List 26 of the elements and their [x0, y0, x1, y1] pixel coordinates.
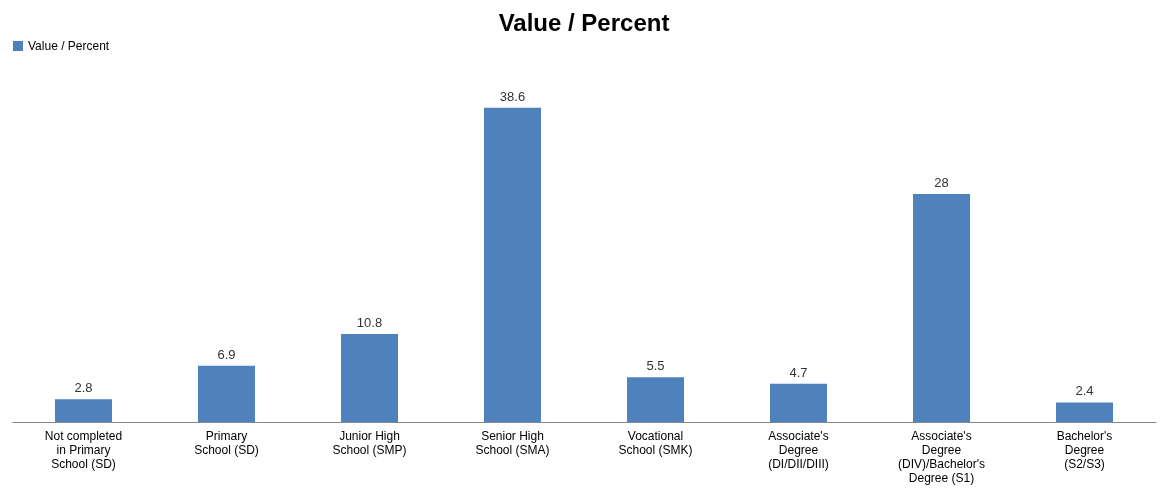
data-label: 2.4 — [1075, 383, 1094, 399]
bar — [770, 383, 827, 422]
data-label: 4.7 — [789, 364, 808, 380]
x-tick-label: Vocational School (SMK) — [618, 428, 693, 457]
data-label: 38.6 — [499, 88, 526, 104]
bar — [484, 107, 541, 422]
bar — [627, 377, 684, 422]
x-tick-label: Senior High School (SMA) — [475, 428, 550, 457]
data-label: 10.8 — [356, 315, 383, 331]
bar — [198, 365, 255, 422]
x-tick-label: Primary School (SD) — [194, 428, 259, 457]
legend-label: Value / Percent — [28, 39, 110, 53]
x-tick-label: Not completed in Primary School (SD) — [44, 428, 123, 471]
x-tick-label: Associate's Degree (DI/DII/DIII) — [768, 428, 829, 471]
bar — [913, 194, 970, 422]
bar — [55, 399, 112, 422]
x-tick-label: Associate's Degree (DIV)/Bachelor's Degree (S1) — [898, 428, 985, 485]
data-label: 6.9 — [217, 346, 236, 362]
x-tick-label: Bachelor's Degree (S2/S3) — [1056, 428, 1113, 471]
data-label: 2.8 — [74, 380, 93, 396]
data-label: 28 — [934, 175, 949, 191]
x-tick-label: Junior High School (SMP) — [332, 428, 407, 457]
chart-title: Value / Percent — [498, 9, 670, 36]
data-label: 5.5 — [646, 358, 665, 374]
bar — [341, 334, 398, 422]
bar — [1056, 402, 1113, 422]
